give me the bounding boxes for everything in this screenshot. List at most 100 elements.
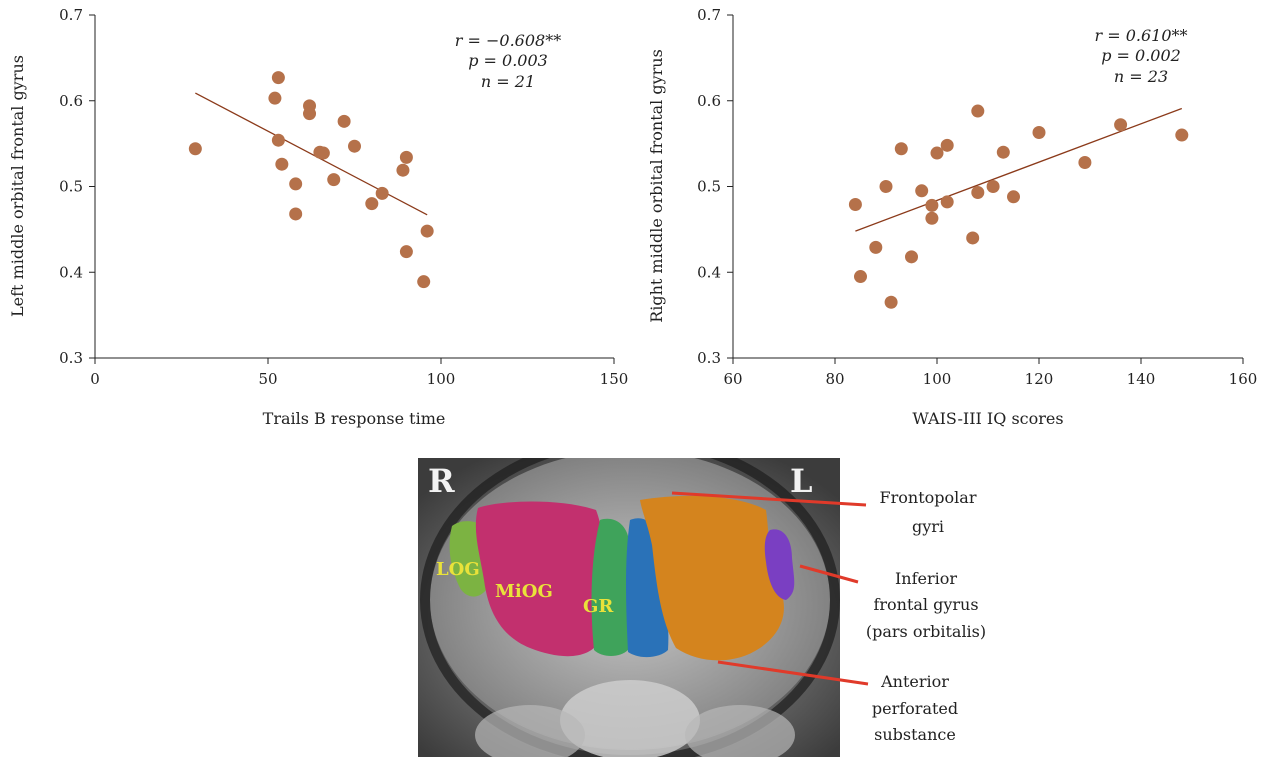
right-stat-n: n = 23 <box>1114 67 1168 86</box>
right-data-point <box>1078 155 1092 169</box>
region-label-miog: MiOG <box>495 581 553 602</box>
right-data-point <box>854 270 867 284</box>
right-x-tick-label: 120 <box>1025 370 1054 388</box>
region-purple <box>764 529 795 600</box>
orientation-l-label: L <box>790 462 813 500</box>
right-x-tick-label: 160 <box>1229 370 1258 388</box>
callout-line-frontopolar <box>671 491 867 507</box>
mri-dark-ring <box>420 458 840 757</box>
right-data-point <box>930 146 944 160</box>
mri-lower-structure <box>560 680 700 757</box>
right-data-point <box>1032 125 1046 139</box>
left-data-point <box>327 173 341 187</box>
right-x-tick-label: 100 <box>923 370 952 388</box>
right-data-point <box>869 240 883 254</box>
left-data-point <box>188 142 202 156</box>
right-y-tick-label: 0.3 <box>697 349 721 367</box>
left-data-point <box>375 186 389 200</box>
callout-inferior-line2: frontal gyrus <box>873 595 978 614</box>
left-data-point <box>271 133 285 147</box>
left-y-tick-label: 0.3 <box>59 349 83 367</box>
left-data-point <box>289 177 303 191</box>
callout-anterior-line2: perforated <box>872 699 958 718</box>
right-data-point <box>971 104 985 118</box>
left-data-point <box>399 150 413 164</box>
region-label-log: LOG <box>436 559 480 580</box>
left-x-axis-label: Trails B response time <box>263 409 446 428</box>
right-data-point <box>996 145 1010 159</box>
left-stat-p: p = 0.003 <box>468 51 548 70</box>
callout-frontopolar-line1: Frontopolar <box>880 488 977 507</box>
callout-line-anterior <box>717 660 869 686</box>
left-data-point <box>268 91 282 105</box>
left-x-tick-label: 50 <box>258 370 277 388</box>
left-stat-r: r = −0.608** <box>455 31 561 50</box>
left-stat-n: n = 21 <box>481 72 535 91</box>
right-data-point <box>940 195 954 209</box>
right-data-point <box>879 180 893 193</box>
right-data-point <box>971 186 985 200</box>
right-data-point <box>848 198 862 212</box>
right-data-point <box>1114 118 1128 132</box>
right-y-tick-label: 0.5 <box>697 178 721 196</box>
callout-anterior-line1: Anterior <box>880 672 949 691</box>
right-data-point <box>1007 190 1020 204</box>
right-data-point <box>940 138 954 152</box>
right-y-tick-label: 0.4 <box>697 263 721 281</box>
left-data-point <box>337 114 351 128</box>
region-label-gr: GR <box>583 596 614 617</box>
right-data-point <box>966 231 980 245</box>
right-trendline <box>855 107 1183 232</box>
right-data-point <box>915 184 929 198</box>
callout-anterior-perforated: Anterior perforated substance <box>872 672 958 744</box>
callout-anterior-line3: substance <box>874 725 956 744</box>
right-data-point <box>925 211 939 225</box>
left-data-point <box>420 224 434 238</box>
orientation-r-label: R <box>428 462 455 500</box>
right-data-point <box>1175 128 1189 142</box>
right-data-point <box>905 250 918 264</box>
callout-inferior-line1: Inferior <box>895 569 957 588</box>
left-y-tick-label: 0.6 <box>59 92 83 110</box>
right-x-tick-label: 80 <box>825 370 844 388</box>
right-x-tick-label: 60 <box>723 370 742 388</box>
left-y-tick-label: 0.7 <box>59 6 83 24</box>
left-data-point <box>303 107 317 121</box>
left-data-point <box>399 245 413 259</box>
region-orange <box>640 495 784 661</box>
right-y-axis-label: Right middle orbital frontal gyrus <box>647 49 666 323</box>
left-data-point <box>365 197 379 211</box>
right-x-tick-label: 140 <box>1127 370 1156 388</box>
left-axis-ticks: 0 50 100 150 0.3 0.4 0.5 0.6 0.7 <box>59 6 628 388</box>
right-stat-p: p = 0.002 <box>1101 46 1181 65</box>
region-miog <box>475 501 605 657</box>
left-x-tick-label: 150 <box>600 370 629 388</box>
left-data-point <box>417 275 431 289</box>
left-data-point <box>271 71 285 85</box>
right-regression-line <box>855 107 1183 232</box>
right-data-point <box>894 142 908 156</box>
callout-lines <box>671 491 869 686</box>
region-gr <box>591 518 631 656</box>
callout-line-inferior <box>799 564 859 584</box>
right-y-tick-label: 0.6 <box>697 92 721 110</box>
left-x-tick-label: 0 <box>90 370 100 388</box>
callout-frontopolar: Frontopolar gyri <box>880 488 977 536</box>
right-scatter-plot: 60 80 100 120 140 160 0.3 0.4 0.5 0.6 0.7 WAIS-III… <box>647 6 1257 428</box>
left-y-tick-label: 0.4 <box>59 263 83 281</box>
left-y-axis-label: Left middle orbital frontal gyrus <box>8 55 27 317</box>
right-stat-r: r = 0.610** <box>1094 26 1187 45</box>
right-data-point <box>925 198 939 212</box>
right-data-point <box>986 180 1000 193</box>
left-scatter-plot: 0 50 100 150 0.3 0.4 0.5 0.6 0.7 Trails B respon… <box>8 6 628 428</box>
right-axis-ticks: 60 80 100 120 140 160 0.3 0.4 0.5 0.6 0.7 <box>697 6 1257 388</box>
left-data-point <box>396 163 410 177</box>
right-data-points <box>848 104 1189 309</box>
mri-lower-right-lobe <box>685 705 795 757</box>
left-data-point <box>275 157 289 171</box>
left-x-tick-label: 100 <box>427 370 456 388</box>
left-data-point <box>316 146 330 160</box>
right-data-point <box>884 295 898 309</box>
left-data-points <box>188 71 434 289</box>
